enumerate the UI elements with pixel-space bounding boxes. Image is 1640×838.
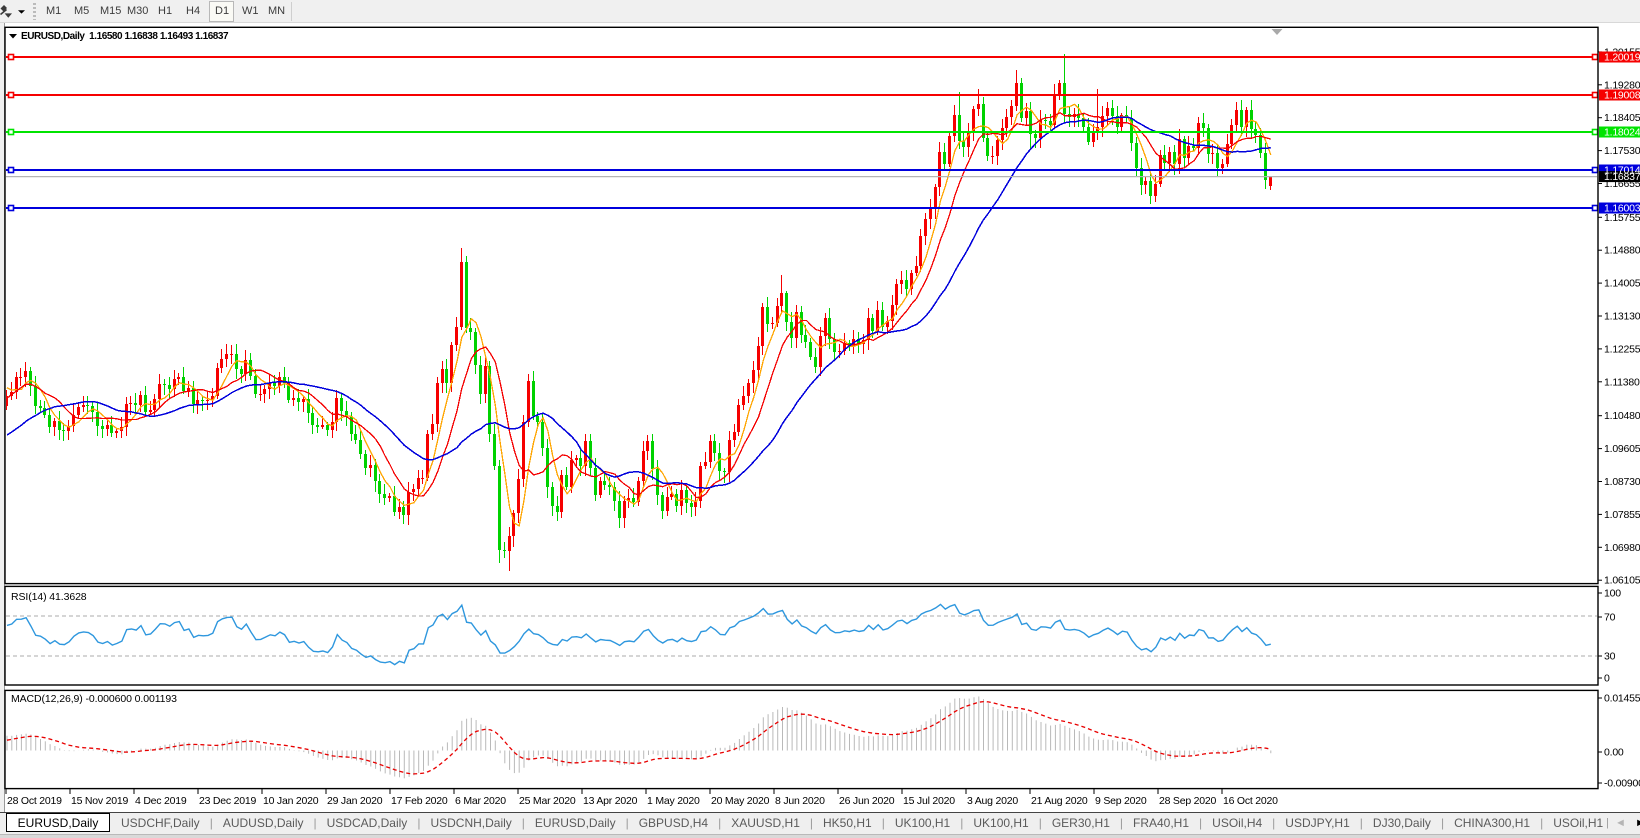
- svg-text:8 Jun 2020: 8 Jun 2020: [775, 795, 825, 807]
- svg-text:1.17014: 1.17014: [1604, 165, 1640, 177]
- svg-text:1.19280: 1.19280: [1604, 79, 1640, 91]
- svg-text:0.014556: 0.014556: [1604, 693, 1640, 705]
- svg-text:1.19008: 1.19008: [1604, 90, 1640, 102]
- svg-text:15 Nov 2019: 15 Nov 2019: [71, 795, 129, 807]
- svg-text:6 Mar 2020: 6 Mar 2020: [455, 795, 506, 807]
- svg-text:1.17530: 1.17530: [1604, 145, 1640, 157]
- svg-text:26 Jun 2020: 26 Jun 2020: [839, 795, 895, 807]
- svg-text:23 Dec 2019: 23 Dec 2019: [199, 795, 257, 807]
- svg-text:-0.009001: -0.009001: [1604, 778, 1640, 790]
- svg-text:1.08730: 1.08730: [1604, 476, 1640, 488]
- svg-text:1.16837: 1.16837: [1604, 171, 1640, 183]
- svg-text:1.13130: 1.13130: [1604, 311, 1640, 323]
- svg-text:20 May 2020: 20 May 2020: [711, 795, 770, 807]
- svg-text:1.14005: 1.14005: [1604, 278, 1640, 290]
- svg-text:1 May 2020: 1 May 2020: [647, 795, 700, 807]
- svg-text:30: 30: [1604, 651, 1616, 663]
- svg-text:29 Jan 2020: 29 Jan 2020: [327, 795, 383, 807]
- svg-text:100: 100: [1604, 588, 1621, 600]
- svg-text:4 Dec 2019: 4 Dec 2019: [135, 795, 187, 807]
- svg-text:28 Sep 2020: 28 Sep 2020: [1159, 795, 1217, 807]
- svg-text:70: 70: [1604, 612, 1616, 624]
- svg-text:9 Sep 2020: 9 Sep 2020: [1095, 795, 1147, 807]
- svg-text:25 Mar 2020: 25 Mar 2020: [519, 795, 576, 807]
- svg-text:28 Oct 2019: 28 Oct 2019: [7, 795, 62, 807]
- svg-text:1.06105: 1.06105: [1604, 575, 1640, 587]
- svg-text:1.18405: 1.18405: [1604, 112, 1640, 124]
- svg-text:0: 0: [1604, 673, 1610, 685]
- svg-text:13 Apr 2020: 13 Apr 2020: [583, 795, 638, 807]
- svg-text:1.15755: 1.15755: [1604, 212, 1640, 224]
- svg-text:1.11380: 1.11380: [1604, 376, 1640, 388]
- svg-text:1.07855: 1.07855: [1604, 509, 1640, 521]
- svg-text:16 Oct 2020: 16 Oct 2020: [1223, 795, 1278, 807]
- svg-text:1.12255: 1.12255: [1604, 343, 1640, 355]
- svg-text:3 Aug 2020: 3 Aug 2020: [967, 795, 1018, 807]
- svg-text:1.20019: 1.20019: [1604, 52, 1640, 64]
- svg-text:15 Jul 2020: 15 Jul 2020: [903, 795, 955, 807]
- svg-text:0.00: 0.00: [1604, 747, 1624, 759]
- svg-text:21 Aug 2020: 21 Aug 2020: [1031, 795, 1088, 807]
- svg-text:17 Feb 2020: 17 Feb 2020: [391, 795, 448, 807]
- svg-text:1.18024: 1.18024: [1604, 127, 1640, 139]
- svg-text:1.10480: 1.10480: [1604, 410, 1640, 422]
- svg-text:1.06980: 1.06980: [1604, 542, 1640, 554]
- svg-text:1.09605: 1.09605: [1604, 443, 1640, 455]
- svg-text:1.14880: 1.14880: [1604, 245, 1640, 257]
- svg-text:10 Jan 2020: 10 Jan 2020: [263, 795, 319, 807]
- svg-text:1.16003: 1.16003: [1604, 203, 1640, 215]
